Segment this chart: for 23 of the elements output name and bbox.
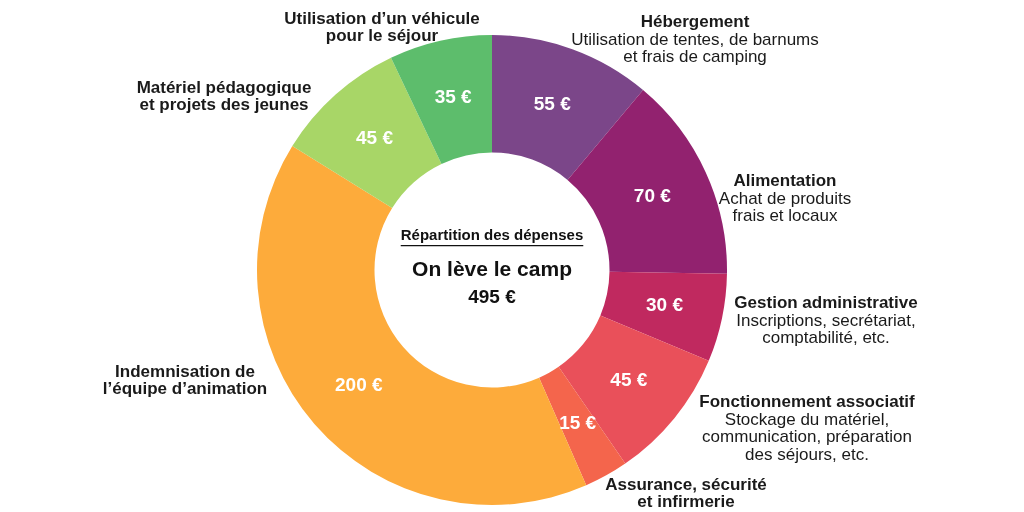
data-label: 45 € [355, 126, 394, 148]
text: Inscriptions, secrétariat, comptabilité, etc. [736, 310, 916, 348]
slice-label: Utilisation d’un véhicule pour le séjour [284, 8, 480, 46]
data-label: 15 € [559, 412, 597, 434]
slice-label: Indemnisation de l’équipe d’animation [102, 361, 268, 399]
data-label: 200 € [335, 373, 384, 395]
slice-label: Assurance, sécurité et infirmerie [605, 474, 767, 512]
slice-label: Alimentation [733, 171, 837, 191]
text: 495 € [468, 286, 517, 308]
text: Répartition des dépenses [400, 226, 584, 244]
text: Achat de produits frais et locaux [718, 188, 852, 226]
data-label: 70 € [633, 185, 672, 207]
slice-label: Matériel pédagogique et projets des jeunes [136, 77, 312, 115]
slice-label: Fonctionnement associatif [699, 392, 916, 412]
slice-label: Gestion administrative [734, 293, 918, 313]
data-label: 45 € [610, 369, 648, 391]
slice-label: Hébergement [640, 12, 750, 32]
text: Stockage du matériel, communication, préparation des séjours, etc. [702, 409, 912, 464]
text: On lève le camp [412, 256, 572, 280]
text: Utilisation de tentes, de barnums et frais de camping [571, 29, 819, 67]
data-label: 30 € [646, 294, 684, 316]
data-label: 55 € [533, 92, 572, 114]
data-label: 35 € [434, 86, 473, 108]
